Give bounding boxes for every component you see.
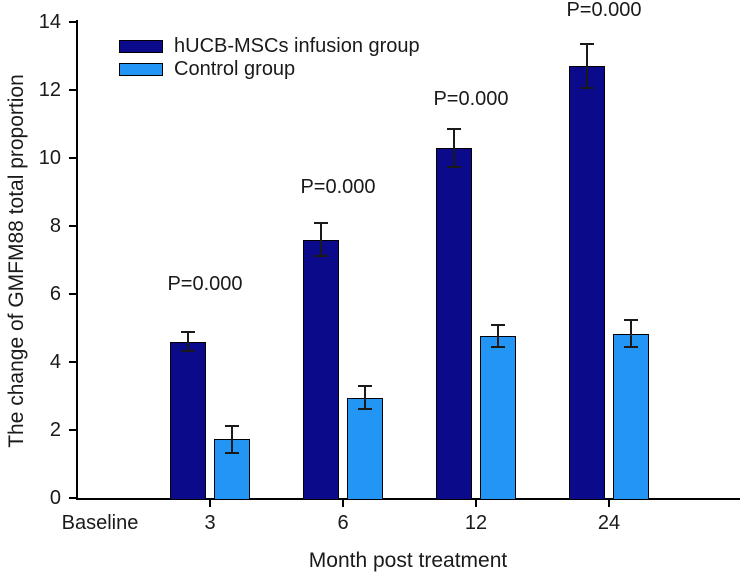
y-tick-label: 12: [38, 79, 61, 101]
bar-infusion-24: [569, 66, 605, 500]
error-bar-cap: [181, 331, 195, 334]
x-tick-label: 3: [204, 512, 216, 534]
legend-swatch-infusion: [119, 39, 163, 53]
bar-infusion-3: [170, 341, 206, 500]
x-tick: [475, 500, 477, 507]
error-bar-cap: [624, 346, 638, 349]
p-value-annotation: P=0.000: [566, 0, 642, 22]
error-bar-cap: [358, 385, 372, 388]
error-bar-cap: [314, 254, 328, 257]
bar-control-6: [347, 397, 383, 500]
y-tick: [69, 293, 76, 295]
legend: hUCB-MSCs infusion group Control group: [119, 35, 420, 81]
legend-label: hUCB-MSCs infusion group: [174, 35, 420, 57]
error-bar-cap: [447, 128, 461, 131]
x-axis: [76, 498, 740, 500]
p-value-annotation: P=0.000: [433, 87, 509, 110]
x-tick-label: 6: [337, 512, 349, 534]
error-bar: [497, 324, 499, 348]
error-bar-cap: [580, 43, 594, 46]
error-bar: [231, 425, 233, 453]
bar-infusion-12: [436, 147, 472, 500]
y-tick: [69, 225, 76, 227]
error-bar: [453, 129, 455, 167]
y-tick-label: 8: [49, 215, 61, 237]
bar-infusion-6: [303, 239, 339, 500]
x-tick: [608, 500, 610, 507]
x-tick: [342, 500, 344, 507]
y-tick: [69, 21, 76, 23]
p-value-annotation: P=0.000: [167, 272, 243, 295]
p-value-annotation: P=0.000: [300, 175, 376, 198]
y-axis: [76, 20, 78, 500]
x-tick-label: 24: [597, 512, 621, 534]
x-tick-label: 12: [464, 512, 488, 534]
error-bar-cap: [491, 323, 505, 326]
x-tick-label: Baseline: [61, 512, 139, 534]
y-tick-label: 6: [49, 283, 61, 305]
error-bar-cap: [181, 350, 195, 353]
error-bar-cap: [624, 319, 638, 322]
error-bar-cap: [225, 424, 239, 427]
y-tick: [69, 429, 76, 431]
error-bar: [320, 223, 322, 256]
bar-control-24: [613, 333, 649, 500]
y-tick: [69, 89, 76, 91]
y-tick-label: 2: [49, 419, 61, 441]
legend-item: Control group: [119, 58, 420, 80]
error-bar: [586, 44, 588, 89]
error-bar-cap: [491, 346, 505, 349]
error-bar: [364, 386, 366, 410]
error-bar-cap: [447, 165, 461, 168]
x-axis-title: Month post treatment: [308, 549, 508, 572]
error-bar-cap: [225, 451, 239, 454]
y-tick: [69, 157, 76, 159]
error-bar-cap: [314, 222, 328, 225]
error-bar-cap: [580, 87, 594, 90]
y-tick: [69, 361, 76, 363]
y-tick: [69, 497, 76, 499]
y-tick-label: 14: [38, 11, 61, 33]
legend-label: Control group: [174, 58, 296, 80]
legend-item: hUCB-MSCs infusion group: [119, 35, 420, 57]
y-tick-label: 4: [49, 351, 61, 373]
legend-swatch-control: [119, 62, 163, 76]
error-bar: [187, 332, 189, 352]
x-tick: [209, 500, 211, 507]
y-axis-title-text: The change of GMFM88 total proportion: [5, 74, 28, 448]
error-bar-cap: [358, 408, 372, 411]
y-tick-label: 10: [38, 147, 61, 169]
error-bar: [630, 320, 632, 348]
bar-control-12: [480, 335, 516, 500]
y-tick-label: 0: [49, 487, 61, 509]
